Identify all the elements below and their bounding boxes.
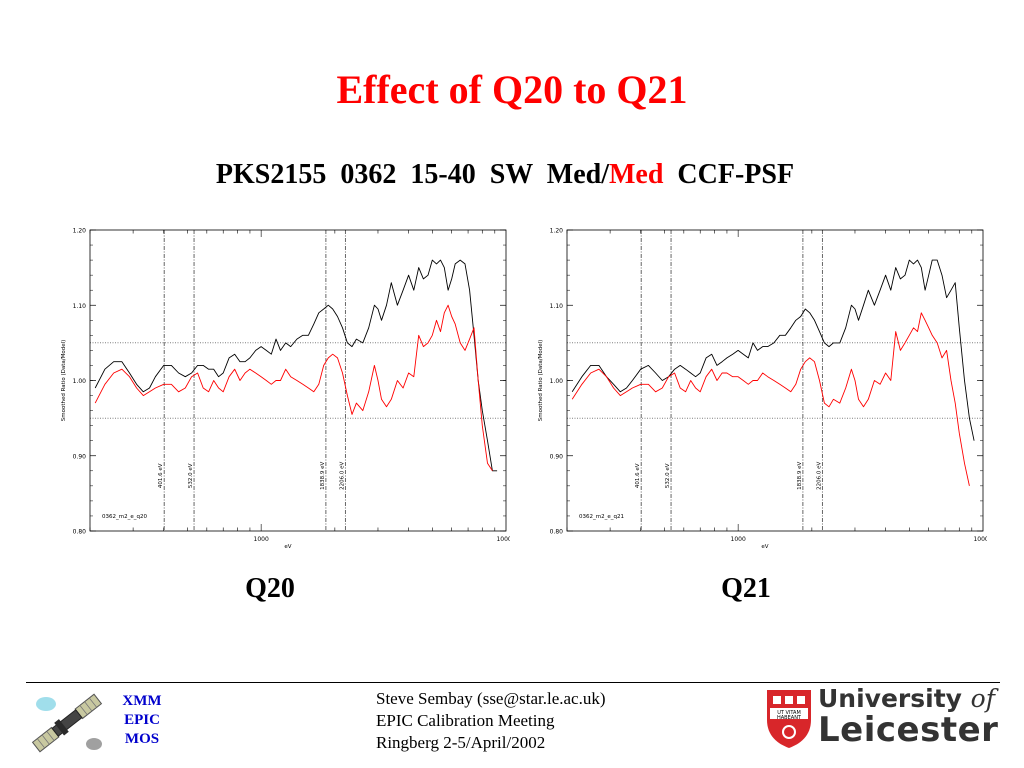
- crest-motto-top: UT VITAM: [777, 710, 801, 716]
- y-tick-label: 1.10: [73, 303, 87, 310]
- y-tick-label: 0.90: [550, 453, 564, 460]
- edge-marker-label: 1838.9 eV: [797, 461, 803, 489]
- credit-venue: Ringberg 2-5/April/2002: [376, 733, 546, 752]
- edge-marker-label: 1838.9 eV: [320, 461, 326, 489]
- y-tick-label: 0.80: [73, 529, 87, 536]
- footer-credits: Steve Sembay (sse@star.le.ac.uk) EPIC Ca…: [376, 688, 606, 754]
- edge-marker-label: 401.6 eV: [158, 463, 164, 488]
- x-tick-label: 10000: [973, 536, 987, 543]
- edge-marker-label: 401.6 eV: [635, 463, 641, 488]
- xmm-satellite-icon: [31, 693, 103, 753]
- chart-caption-q20: Q20: [245, 573, 295, 604]
- slide-title: Effect of Q20 to Q21: [336, 67, 688, 112]
- chart-q21: 0.80 0.90 1.00 1.10 1.20 1000 10000 eV Smoothed …: [538, 228, 987, 551]
- edge-marker-label: 532.0 eV: [665, 463, 671, 488]
- chart-q20: 0.80 0.90 1.00 1.10 1.20 1000 10000 eV Smoothed …: [61, 228, 510, 551]
- y-axis-label: Smoothed Ratio (Data/Model): [538, 340, 544, 422]
- x-tick-label: 1000: [254, 536, 269, 543]
- mission-label-line: EPIC: [124, 712, 160, 728]
- y-tick-label: 0.90: [73, 453, 87, 460]
- plot-annotation: 0362_m2_e_q21: [579, 514, 624, 520]
- edge-marker-label: 2206.0 eV: [339, 461, 345, 489]
- footer-divider: [26, 682, 1000, 683]
- y-tick-label: 1.00: [73, 378, 87, 385]
- slide-subtitle: PKS2155 0362 15-40 SW Med/Med CCF-PSF: [0, 158, 1010, 192]
- credit-meeting: EPIC Calibration Meeting: [376, 711, 555, 730]
- series-line-black: [94, 259, 498, 472]
- series-line-black: [571, 259, 975, 441]
- mission-label: XMM EPIC MOS: [112, 692, 172, 749]
- y-tick-label: 0.80: [550, 529, 564, 536]
- subtitle-red-part: Med: [608, 159, 664, 190]
- mission-label-line: XMM: [122, 693, 162, 709]
- edge-marker-label: 532.0 eV: [188, 463, 194, 488]
- crest-motto-bottom: HABEANT: [777, 715, 802, 721]
- series-line-red: [571, 312, 970, 486]
- y-tick-label: 1.00: [550, 378, 564, 385]
- series-line-red: [94, 304, 493, 472]
- subtitle-tail: CCF-PSF: [663, 159, 795, 190]
- university-wordmark: University of Leicester: [818, 686, 998, 747]
- y-axis-label: Smoothed Ratio (Data/Model): [61, 340, 67, 422]
- edge-marker-label: 2206.0 eV: [816, 461, 822, 489]
- plot-frame: [89, 229, 507, 532]
- university-word: University: [818, 684, 971, 713]
- subtitle-main: PKS2155 0362 15-40 SW Med/: [215, 159, 609, 190]
- x-axis-label: eV: [284, 544, 291, 550]
- plot-frame: [566, 229, 984, 532]
- x-tick-label: 10000: [496, 536, 510, 543]
- plot-annotation: 0362_m2_e_q20: [102, 514, 147, 520]
- y-tick-label: 1.20: [550, 228, 564, 235]
- university-wordmark-line2: Leicester: [818, 710, 999, 750]
- y-tick-label: 1.20: [73, 228, 87, 235]
- y-tick-label: 1.10: [550, 303, 564, 310]
- chart-caption-q21: Q21: [721, 573, 771, 604]
- credit-author: Steve Sembay (sse@star.le.ac.uk): [376, 689, 606, 708]
- x-tick-label: 1000: [731, 536, 746, 543]
- university-wordmark-line1: University of: [818, 686, 998, 711]
- university-crest-icon: UT VITAM HABEANT: [767, 690, 811, 748]
- x-axis-label: eV: [761, 544, 768, 550]
- university-of: of: [970, 684, 995, 713]
- mission-label-line: MOS: [124, 731, 160, 747]
